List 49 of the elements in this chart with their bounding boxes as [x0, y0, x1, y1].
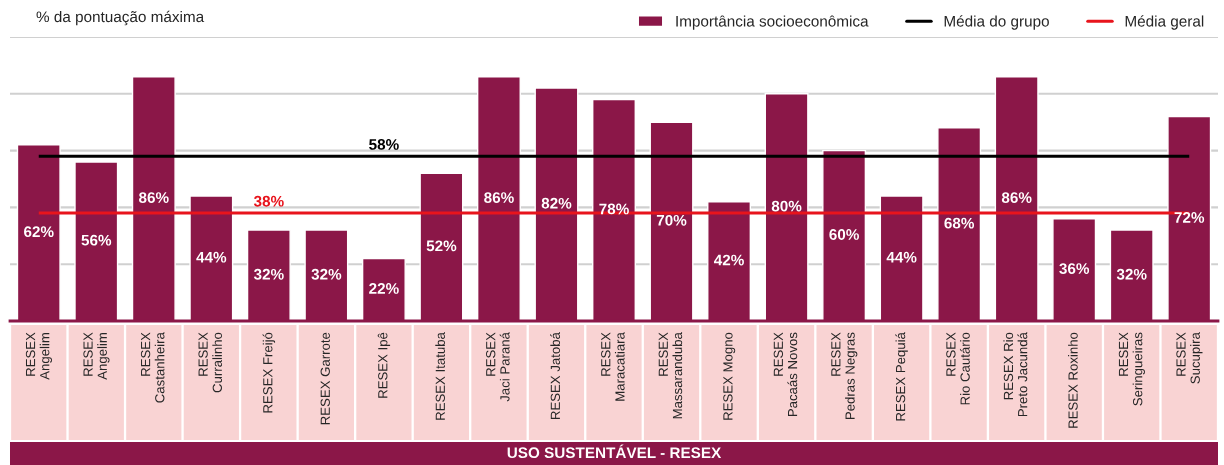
- data-label: 78%: [599, 203, 629, 215]
- data-label: 70%: [656, 214, 687, 226]
- data-label: 42%: [713, 254, 744, 266]
- data-label: 32%: [311, 268, 342, 280]
- legend-label: Importância socioeconômica: [676, 15, 869, 30]
- y-axis-title: % da pontuação máxima: [36, 10, 205, 26]
- x-tick-label: RESEX Pequiá: [895, 332, 908, 421]
- data-label: 82%: [541, 197, 572, 209]
- x-tick-label: RESEX Rio Preto Jacundá: [1003, 332, 1028, 417]
- data-label: 44%: [196, 251, 227, 263]
- data-label: 60%: [829, 229, 859, 240]
- x-tick-label: RESEX Angelim: [83, 332, 110, 380]
- x-tick-label: RESEX Ipê: [377, 332, 391, 398]
- data-label: 22%: [369, 283, 399, 294]
- data-label: 80%: [771, 200, 802, 212]
- x-tick-label: RESEX Massaranduba: [658, 332, 683, 419]
- x-tick-label: RESEX Pedras Negras: [831, 332, 858, 420]
- data-label: 86%: [1001, 192, 1032, 203]
- x-tick-label: RESEX Itatuba: [435, 332, 445, 420]
- x-tick-label: RESEX Garrote: [320, 332, 330, 425]
- annotation: 38%: [253, 195, 284, 207]
- data-label: 62%: [24, 226, 54, 238]
- data-label: 86%: [484, 192, 514, 203]
- x-tick-label: RESEX Mogno: [723, 332, 736, 420]
- x-tick-label: RESEX Rio Cautário: [946, 332, 970, 405]
- x-axis-title: USO SUSTENTÁVEL - RESEX: [507, 444, 722, 459]
- x-tick-label: RESEX Maracatiara: [601, 332, 625, 401]
- data-label: 32%: [253, 268, 284, 280]
- x-tick-label: RESEX Roxinho: [1068, 332, 1078, 428]
- x-tick-label: RESEX Pacaás Novos: [773, 332, 798, 417]
- legend-label: Média geral: [1125, 15, 1204, 30]
- x-tick-label: RESEX Curralinho: [198, 332, 222, 393]
- x-tick-label: RESEX Castanheira: [140, 332, 165, 403]
- data-label: 68%: [944, 217, 975, 229]
- x-tick-label: RESEX Angelim: [25, 332, 53, 380]
- x-tick-label: RESEX Jatobá: [550, 332, 561, 420]
- x-tick-label: RESEX Seringueiras: [1118, 332, 1145, 406]
- x-tick-label: RESEX Freijó: [262, 332, 276, 413]
- data-label: 72%: [1174, 212, 1205, 223]
- legend-label: Média do grupo: [944, 15, 1049, 30]
- x-tick-label: RESEX Jaci Paraná: [486, 332, 510, 402]
- data-label: 86%: [139, 192, 169, 203]
- data-label: 32%: [1116, 268, 1147, 280]
- data-label: 56%: [81, 234, 112, 246]
- data-label: 44%: [886, 251, 917, 263]
- x-tick-label: RESEX Sucupira: [1176, 332, 1203, 384]
- data-label: 52%: [426, 240, 457, 252]
- data-label: 36%: [1059, 263, 1090, 274]
- annotation: 58%: [369, 139, 399, 150]
